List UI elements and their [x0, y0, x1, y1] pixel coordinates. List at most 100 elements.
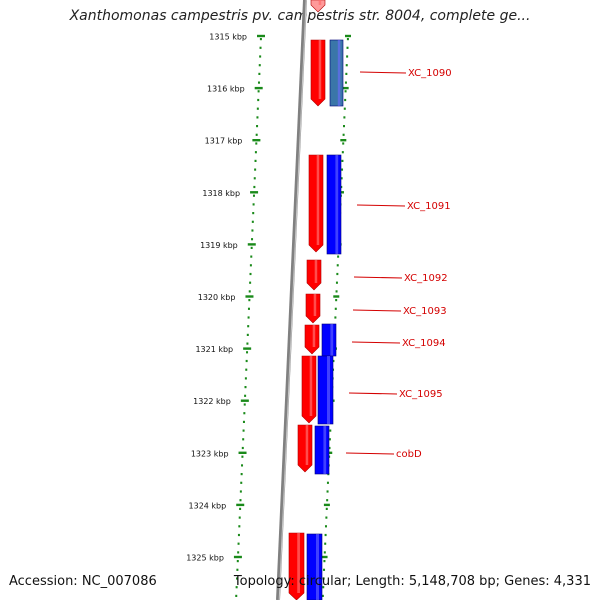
ruler-label: 1317 kbp — [205, 137, 243, 146]
ruler-tick-minor — [243, 403, 246, 406]
ruler-tick-minor — [247, 325, 250, 328]
ruler-tick-minor — [340, 177, 343, 180]
gene-reverse[interactable] — [317, 355, 334, 425]
ruler-tick-minor — [259, 38, 262, 41]
ruler-tick-minor — [335, 281, 338, 284]
ruler-tick-minor — [249, 272, 252, 276]
ruler-label: 1320 kbp — [198, 293, 236, 302]
ruler-tick-minor — [253, 177, 256, 180]
backbone-highlight — [278, 0, 307, 600]
ruler-tick-minor — [247, 316, 250, 319]
ruler-tick-minor — [240, 473, 243, 476]
ruler-tick-minor — [346, 38, 349, 41]
gene-reverse[interactable] — [314, 425, 330, 475]
ruler-tick-minor — [242, 420, 245, 423]
ruler-tick-minor — [324, 533, 327, 537]
ruler-tick-minor — [244, 394, 247, 397]
ruler-tick-minor — [255, 133, 258, 136]
gene-label-leader — [356, 204, 406, 207]
ruler-tick-minor — [257, 90, 260, 93]
ruler-tick-minor — [346, 46, 349, 49]
ruler-tick-minor — [251, 229, 254, 232]
ruler-label: 1324 kbp — [189, 501, 227, 510]
ruler-tick-minor — [342, 133, 345, 136]
accession-label: Accession: NC_007086 — [9, 574, 157, 589]
ruler-tick-minor — [337, 255, 340, 258]
gene-label-xc-1093[interactable]: XC_1093 — [403, 306, 447, 317]
gene-reverse[interactable] — [321, 323, 337, 357]
gene-forward[interactable] — [308, 154, 324, 253]
ruler-tick-major — [236, 503, 245, 507]
ruler-tick-minor — [237, 542, 240, 545]
gene-label-leader — [359, 71, 407, 74]
ruler-tick-minor — [323, 551, 326, 554]
ruler-tick-minor — [328, 438, 331, 441]
ruler-tick-minor — [256, 125, 259, 128]
ruler-tick-minor — [249, 281, 252, 284]
ruler-tick-minor — [254, 159, 257, 162]
ruler-tick-minor — [244, 386, 247, 389]
gene-forward[interactable] — [288, 532, 305, 600]
ruler-tick-minor — [346, 55, 349, 58]
ruler-tick-minor — [336, 264, 339, 267]
gene-forward-shine — [305, 425, 309, 465]
gene-reverse-shine — [316, 534, 319, 600]
gene-reverse[interactable] — [306, 533, 323, 600]
ruler-tick-minor — [255, 142, 258, 145]
gene-label-xc-1095[interactable]: XC_1095 — [399, 389, 443, 400]
ruler-tick-minor — [245, 359, 248, 363]
gene-forward[interactable] — [297, 424, 313, 473]
ruler-tick-minor — [343, 107, 346, 110]
ruler-tick-minor — [242, 438, 245, 441]
gene-label-cobd[interactable]: cobD — [396, 449, 422, 460]
ruler-label: 1319 kbp — [200, 241, 238, 250]
ruler-tick-minor — [236, 577, 239, 580]
gene-reverse-shine — [327, 356, 330, 424]
ruler-tick-minor — [242, 429, 245, 432]
ruler-tick-minor — [252, 212, 255, 215]
ruler-tick-major — [240, 399, 249, 402]
ruler-tick-minor — [237, 551, 240, 554]
ruler-tick-major — [238, 451, 247, 454]
ruler-tick-minor — [321, 594, 324, 597]
gene-label-xc-1090[interactable]: XC_1090 — [408, 68, 452, 79]
gene-forward-shine — [318, 40, 322, 99]
ruler-tick-minor — [246, 342, 249, 345]
gene-forward[interactable] — [304, 324, 320, 355]
ruler-tick-major — [333, 295, 340, 298]
ruler-tick-minor — [345, 72, 348, 75]
gene-reverse[interactable] — [326, 154, 342, 255]
ruler-tick-minor — [259, 55, 262, 58]
gene-reverse-shine — [323, 426, 327, 474]
ruler-tick-minor — [325, 507, 328, 510]
ruler-tick-minor — [244, 377, 247, 380]
ruler-label: 1315 kbp — [209, 33, 247, 42]
gene-forward[interactable] — [310, 0, 326, 13]
ruler-label: 1318 kbp — [202, 189, 240, 198]
gene-label-xc-1094[interactable]: XC_1094 — [402, 338, 446, 349]
ruler-tick-major — [257, 34, 265, 38]
gene-forward[interactable] — [305, 293, 321, 324]
gene-forward-shine — [309, 356, 313, 416]
ruler-tick-minor — [245, 368, 248, 371]
ruler-tick-minor — [322, 577, 325, 580]
gene-forward[interactable] — [306, 259, 322, 291]
ruler-tick-minor — [246, 333, 249, 336]
ruler-tick-minor — [335, 290, 338, 293]
ruler-tick-minor — [324, 542, 327, 545]
gene-forward[interactable] — [301, 355, 317, 424]
ruler-tick-minor — [251, 220, 254, 223]
ruler-tick-minor — [345, 64, 348, 67]
ruler-tick-minor — [335, 299, 338, 302]
ruler-tick-minor — [254, 151, 257, 154]
ruler-tick-minor — [342, 142, 345, 145]
gene-label-xc-1092[interactable]: XC_1092 — [404, 273, 448, 284]
gene-label-xc-1091[interactable]: XC_1091 — [407, 201, 451, 212]
ruler-tick-minor — [253, 185, 256, 189]
ruler-tick-minor — [241, 455, 244, 458]
gene-reverse[interactable] — [329, 39, 344, 107]
ruler-tick-major — [340, 139, 347, 142]
gene-forward[interactable] — [310, 39, 326, 107]
